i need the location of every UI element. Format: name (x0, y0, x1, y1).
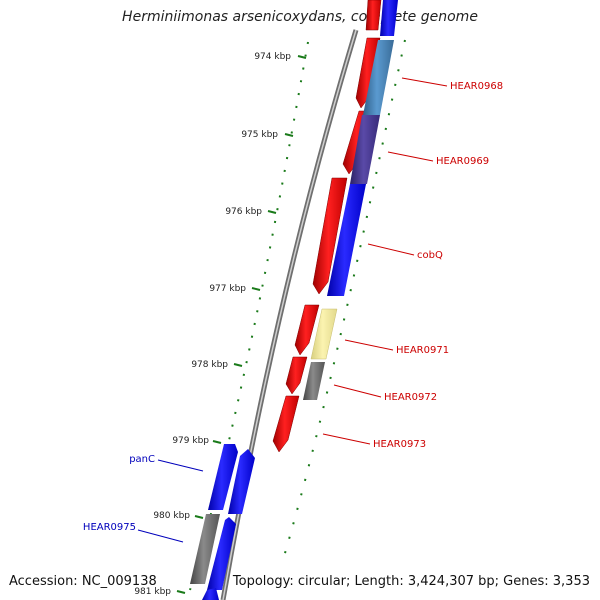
tick-label-979: 979 kbp (172, 436, 209, 446)
gene-block-hear0968[interactable] (363, 40, 394, 115)
tick-label-981: 981 kbp (134, 587, 171, 597)
genes-inner-strand (303, 0, 398, 400)
gene-block-hear0971[interactable] (310, 308, 338, 360)
gene-block-hear0972[interactable] (303, 362, 325, 400)
genome-summary-text: Topology: circular; Length: 3,424,307 bp… (232, 574, 590, 589)
gene-label-hear0971[interactable]: HEAR0971 (396, 345, 449, 356)
gene-arrow-hear0973[interactable] (272, 395, 300, 453)
gene-block-hear0969[interactable] (350, 115, 380, 184)
feature-track (282, 39, 406, 561)
tick-label-976: 976 kbp (225, 207, 262, 217)
tick-label-975: 975 kbp (241, 130, 278, 140)
gene-arrow-lower-blue[interactable] (207, 517, 236, 590)
genes-lower (190, 444, 255, 600)
ruler-track (189, 41, 309, 591)
gene-label-hear0973[interactable]: HEAR0973 (373, 439, 426, 450)
gene-arrow-bottom-blue[interactable] (202, 588, 219, 600)
gene-label-hear0969[interactable]: HEAR0969 (436, 156, 489, 167)
gene-arrow-panc-right[interactable] (228, 449, 255, 514)
tick-label-980: 980 kbp (153, 511, 190, 521)
gene-block-top-blue[interactable] (380, 0, 398, 36)
accession-text: Accession: NC_009138 (9, 574, 157, 589)
gene-arrow-panc-left[interactable] (208, 444, 238, 510)
gene-label-hear0975[interactable]: HEAR0975 (83, 522, 136, 533)
tick-label-977: 977 kbp (209, 284, 246, 294)
gene-label-hear0968[interactable]: HEAR0968 (450, 81, 503, 92)
gene-arrow-hear0967[interactable] (365, 0, 382, 31)
gene-block-hear0975[interactable] (190, 514, 220, 584)
gene-label-panc[interactable]: panC (129, 454, 155, 465)
gene-label-hear0972[interactable]: HEAR0972 (384, 392, 437, 403)
gene-arrow-hear0968[interactable] (355, 37, 381, 109)
tick-label-974: 974 kbp (254, 52, 291, 62)
gene-label-cobq[interactable]: cobQ (417, 250, 443, 261)
tick-label-978: 978 kbp (191, 360, 228, 370)
gene-block-cobq[interactable] (327, 184, 366, 296)
genes-outer-strand (272, 0, 382, 453)
ruler-ticks (176, 55, 307, 594)
leader-lines (137, 77, 448, 543)
gene-arrow-hear0972[interactable] (285, 356, 308, 395)
gene-arrow-hear0971[interactable] (294, 304, 320, 356)
gene-arrow-cobq[interactable] (312, 177, 348, 295)
genome-backbone (220, 29, 359, 600)
